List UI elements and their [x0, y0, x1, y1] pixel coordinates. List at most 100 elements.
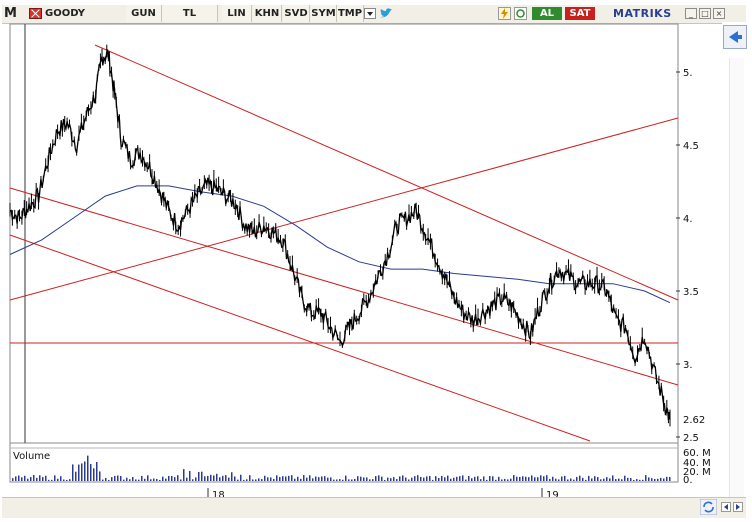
volume-bar	[387, 477, 389, 481]
volume-bar	[24, 475, 26, 481]
volume-bar	[588, 475, 590, 481]
volume-bar	[528, 477, 530, 481]
volume-bar	[450, 478, 452, 481]
volume-bar	[504, 478, 506, 481]
sync-icon[interactable]	[700, 499, 717, 515]
volume-bar	[234, 476, 236, 481]
volume-bar	[132, 477, 134, 481]
volume-bar	[171, 475, 173, 481]
volume-bar	[525, 476, 527, 481]
refresh-small-icon[interactable]	[514, 7, 527, 20]
volume-bar	[513, 475, 515, 481]
volume-bar	[309, 475, 311, 481]
currency-button[interactable]: TL	[162, 5, 218, 22]
volume-bar	[486, 479, 488, 481]
volume-bar	[84, 461, 86, 481]
volume-bar	[663, 478, 665, 481]
volume-bar	[477, 476, 479, 481]
middle-channel-line[interactable]	[9, 187, 679, 386]
volume-bar	[570, 478, 572, 481]
volume-bar	[183, 469, 185, 481]
volume-bar	[135, 479, 137, 481]
rising-trend-line[interactable]	[9, 117, 679, 301]
volume-bar	[579, 475, 581, 481]
volume-tick-20: 20. M	[683, 467, 711, 478]
volume-bar	[552, 476, 554, 481]
volume-bar	[330, 477, 332, 481]
symbol-label[interactable]: GOODY	[45, 8, 86, 19]
volume-bar	[576, 476, 578, 481]
volume-bar	[453, 477, 455, 481]
volume-bar	[270, 477, 272, 481]
volume-bar	[363, 477, 365, 481]
volume-bar	[273, 478, 275, 481]
twitter-icon[interactable]	[379, 7, 393, 20]
volume-bar	[540, 475, 542, 481]
volume-bar	[165, 478, 167, 481]
volume-bar	[105, 477, 107, 481]
volume-bar	[324, 476, 326, 481]
volume-bar	[156, 478, 158, 481]
volume-bar	[657, 478, 659, 481]
volume-bar	[372, 479, 374, 481]
current-value-label: 2.62	[683, 415, 705, 426]
volume-bar	[15, 476, 17, 481]
volume-bar	[294, 478, 296, 481]
volume-bar	[177, 475, 179, 481]
volume-bar	[381, 476, 383, 481]
volume-bar	[402, 475, 404, 481]
y-tick-label: 3.	[683, 360, 693, 371]
volume-bar	[39, 475, 41, 481]
scroll-left-button[interactable]	[721, 502, 731, 512]
volume-bar	[621, 479, 623, 481]
volume-bar	[507, 479, 509, 481]
lin-button[interactable]: LIN	[222, 5, 252, 22]
maximize-button[interactable]: □	[699, 8, 711, 19]
volume-bar	[336, 479, 338, 481]
y-tick-label: 3.5	[683, 287, 699, 298]
volume-bar	[75, 471, 77, 481]
volume-bar	[102, 479, 104, 481]
trend-lines[interactable]	[9, 44, 679, 442]
lightning-icon[interactable]	[498, 7, 511, 20]
tmp-button[interactable]: TMP	[337, 5, 364, 22]
sell-button[interactable]: SAT	[565, 7, 595, 20]
scroll-right-button[interactable]	[733, 502, 743, 512]
volume-bar	[654, 478, 656, 481]
volume-bar	[573, 479, 575, 481]
buy-button[interactable]: AL	[532, 7, 562, 20]
volume-bar	[327, 477, 329, 481]
volume-bar	[279, 477, 281, 481]
dropdown-arrow-icon[interactable]	[364, 8, 376, 19]
volume-bar	[639, 479, 641, 481]
vertical-scrollbar[interactable]	[729, 58, 744, 498]
volume-bar	[297, 476, 299, 481]
volume-bar	[192, 479, 194, 481]
volume-bar	[375, 476, 377, 481]
minimize-button[interactable]: _	[685, 8, 697, 19]
lower-channel-line[interactable]	[9, 234, 591, 442]
upper-channel-line[interactable]	[94, 44, 679, 301]
volume-bar	[318, 477, 320, 481]
volume-bar	[543, 476, 545, 481]
volume-bar	[495, 479, 497, 481]
volume-bar	[546, 475, 548, 481]
volume-bar	[483, 476, 485, 481]
volume-bar	[93, 468, 95, 481]
volume-bar	[222, 475, 224, 481]
volume-bar	[51, 479, 53, 481]
volume-bar	[441, 476, 443, 481]
sym-button[interactable]: SYM	[311, 5, 337, 22]
close-symbol-icon[interactable]	[29, 8, 42, 19]
volume-bar	[531, 475, 533, 481]
volume-bar	[243, 479, 245, 481]
svd-button[interactable]: SVD	[283, 5, 310, 22]
close-button[interactable]: ×	[713, 8, 725, 19]
khn-button[interactable]: KHN	[253, 5, 282, 22]
volume-tick-40: 40. M	[683, 458, 711, 469]
back-arrow-button[interactable]	[723, 25, 747, 49]
volume-bar	[489, 476, 491, 481]
toolbar: M GOODY GUN TL LIN KHN SVD SYM TMP AL SA…	[2, 5, 746, 24]
period-button[interactable]: GUN	[126, 5, 162, 22]
